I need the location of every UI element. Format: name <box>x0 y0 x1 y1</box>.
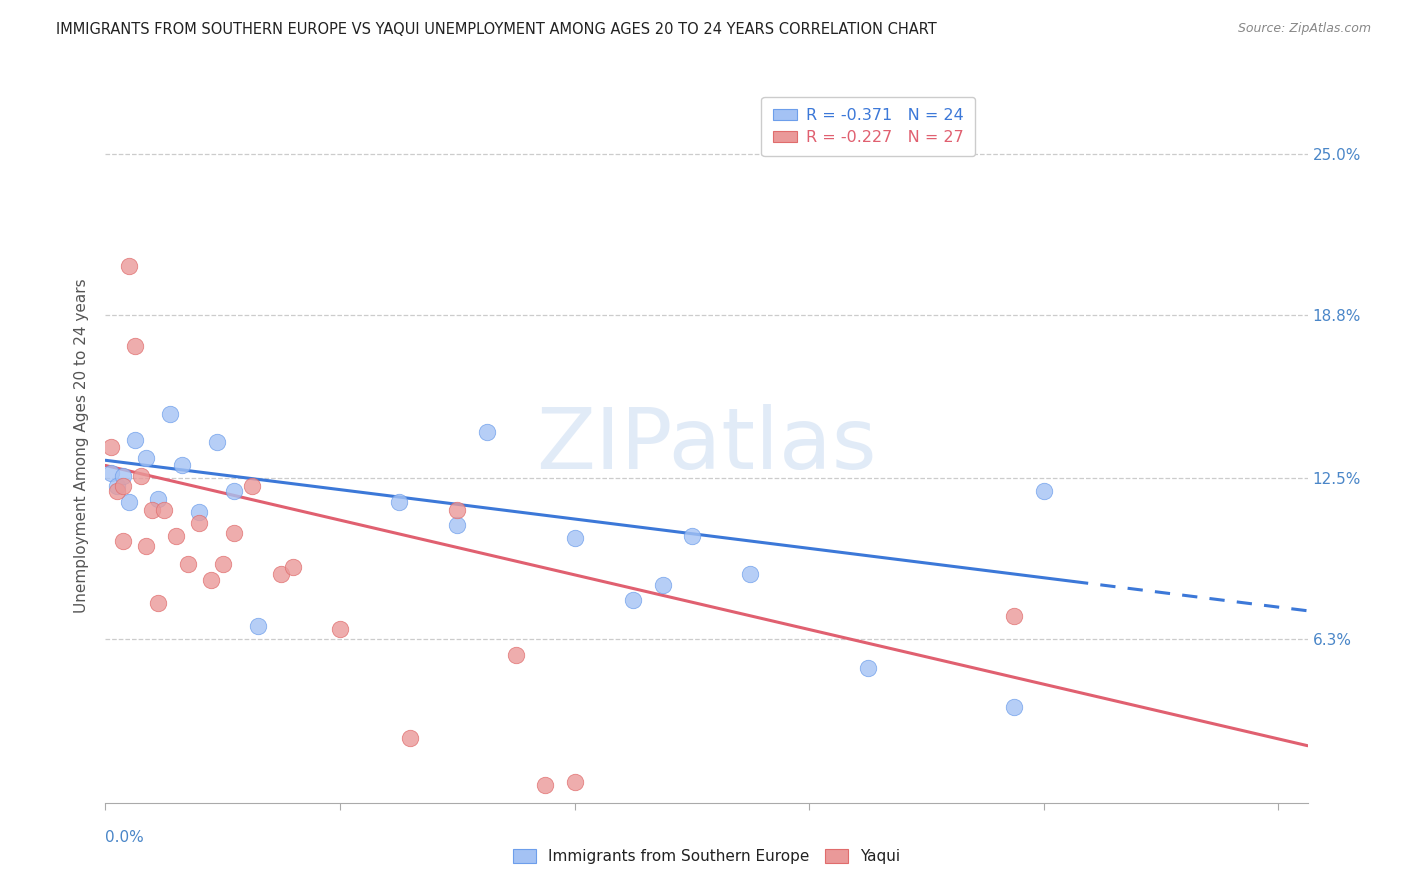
Point <box>1002 609 1025 624</box>
Point <box>856 661 879 675</box>
Point <box>246 619 269 633</box>
Point <box>159 407 181 421</box>
Point <box>621 593 644 607</box>
Point <box>170 458 193 473</box>
Point <box>188 516 211 530</box>
Point <box>388 495 411 509</box>
Point <box>564 531 586 545</box>
Point <box>124 433 146 447</box>
Point <box>475 425 498 439</box>
Point <box>112 533 135 548</box>
Point <box>281 559 304 574</box>
Point <box>224 484 246 499</box>
Y-axis label: Unemployment Among Ages 20 to 24 years: Unemployment Among Ages 20 to 24 years <box>73 278 89 614</box>
Point <box>118 495 141 509</box>
Text: 0.0%: 0.0% <box>105 830 145 845</box>
Point <box>200 573 222 587</box>
Point <box>446 518 468 533</box>
Point <box>211 557 233 571</box>
Point <box>124 339 146 353</box>
Point <box>129 468 152 483</box>
Point <box>224 525 246 540</box>
Point <box>1032 484 1054 499</box>
Point <box>148 596 170 610</box>
Point <box>112 468 135 483</box>
Point <box>446 502 468 516</box>
Point <box>118 259 141 273</box>
Point <box>564 775 586 789</box>
Point <box>240 479 263 493</box>
Point <box>534 778 557 792</box>
Point <box>399 731 422 745</box>
Point <box>153 502 176 516</box>
Point <box>100 440 122 454</box>
Point <box>188 505 211 519</box>
Point <box>112 479 135 493</box>
Point <box>205 435 228 450</box>
Point <box>740 567 762 582</box>
Point <box>105 484 128 499</box>
Text: IMMIGRANTS FROM SOUTHERN EUROPE VS YAQUI UNEMPLOYMENT AMONG AGES 20 TO 24 YEARS : IMMIGRANTS FROM SOUTHERN EUROPE VS YAQUI… <box>56 22 936 37</box>
Point <box>329 622 352 636</box>
Legend: Immigrants from Southern Europe, Yaqui: Immigrants from Southern Europe, Yaqui <box>508 843 905 870</box>
Text: Source: ZipAtlas.com: Source: ZipAtlas.com <box>1237 22 1371 36</box>
Point <box>135 539 157 553</box>
Point <box>681 528 703 542</box>
Point <box>165 528 187 542</box>
Point <box>1002 699 1025 714</box>
Point <box>176 557 198 571</box>
Point <box>148 492 170 507</box>
Point <box>505 648 527 662</box>
Point <box>135 450 157 465</box>
Point <box>651 578 673 592</box>
Point <box>270 567 292 582</box>
Text: ZIPatlas: ZIPatlas <box>536 404 877 488</box>
Point <box>141 502 163 516</box>
Point <box>100 467 122 481</box>
Point <box>105 479 128 493</box>
